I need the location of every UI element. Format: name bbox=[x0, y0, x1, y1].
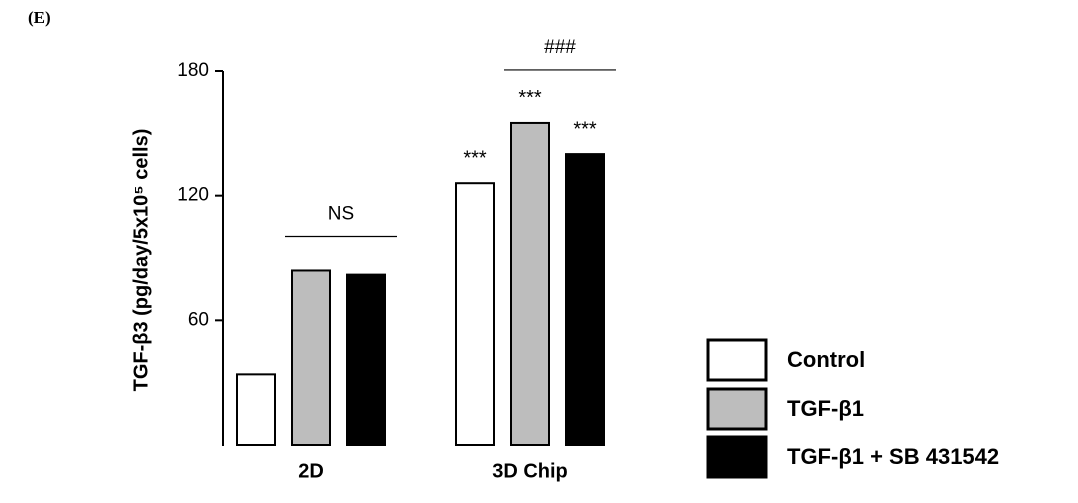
bar-label: *** bbox=[518, 87, 542, 109]
bar bbox=[510, 121, 550, 446]
bar-label: *** bbox=[463, 147, 487, 169]
y-axis-label: TGF-β3 (pg/day/5x10⁵ cells) bbox=[130, 129, 152, 392]
x-tick-label: 2D bbox=[298, 460, 324, 482]
legend-label: TGF-β1 + SB 431542 bbox=[787, 444, 999, 469]
y-tick-label: 180 bbox=[177, 60, 209, 81]
bar bbox=[236, 373, 276, 447]
bar bbox=[346, 273, 386, 446]
legend-label: TGF-β1 bbox=[787, 396, 864, 421]
annotation: ### bbox=[544, 37, 576, 58]
legend-label: Control bbox=[787, 347, 865, 372]
legend-swatch bbox=[706, 338, 768, 382]
legend-swatch bbox=[706, 435, 768, 479]
legend-swatch bbox=[706, 387, 768, 431]
panel-label: (E) bbox=[28, 8, 51, 27]
bar bbox=[455, 182, 495, 446]
y-tick-label: 120 bbox=[177, 185, 209, 206]
bar-label: *** bbox=[573, 118, 597, 140]
x-tick-label: 3D Chip bbox=[492, 460, 568, 482]
y-tick-label: 60 bbox=[188, 309, 209, 330]
annotation: NS bbox=[328, 203, 354, 224]
bar bbox=[291, 269, 331, 447]
bar bbox=[565, 153, 605, 446]
